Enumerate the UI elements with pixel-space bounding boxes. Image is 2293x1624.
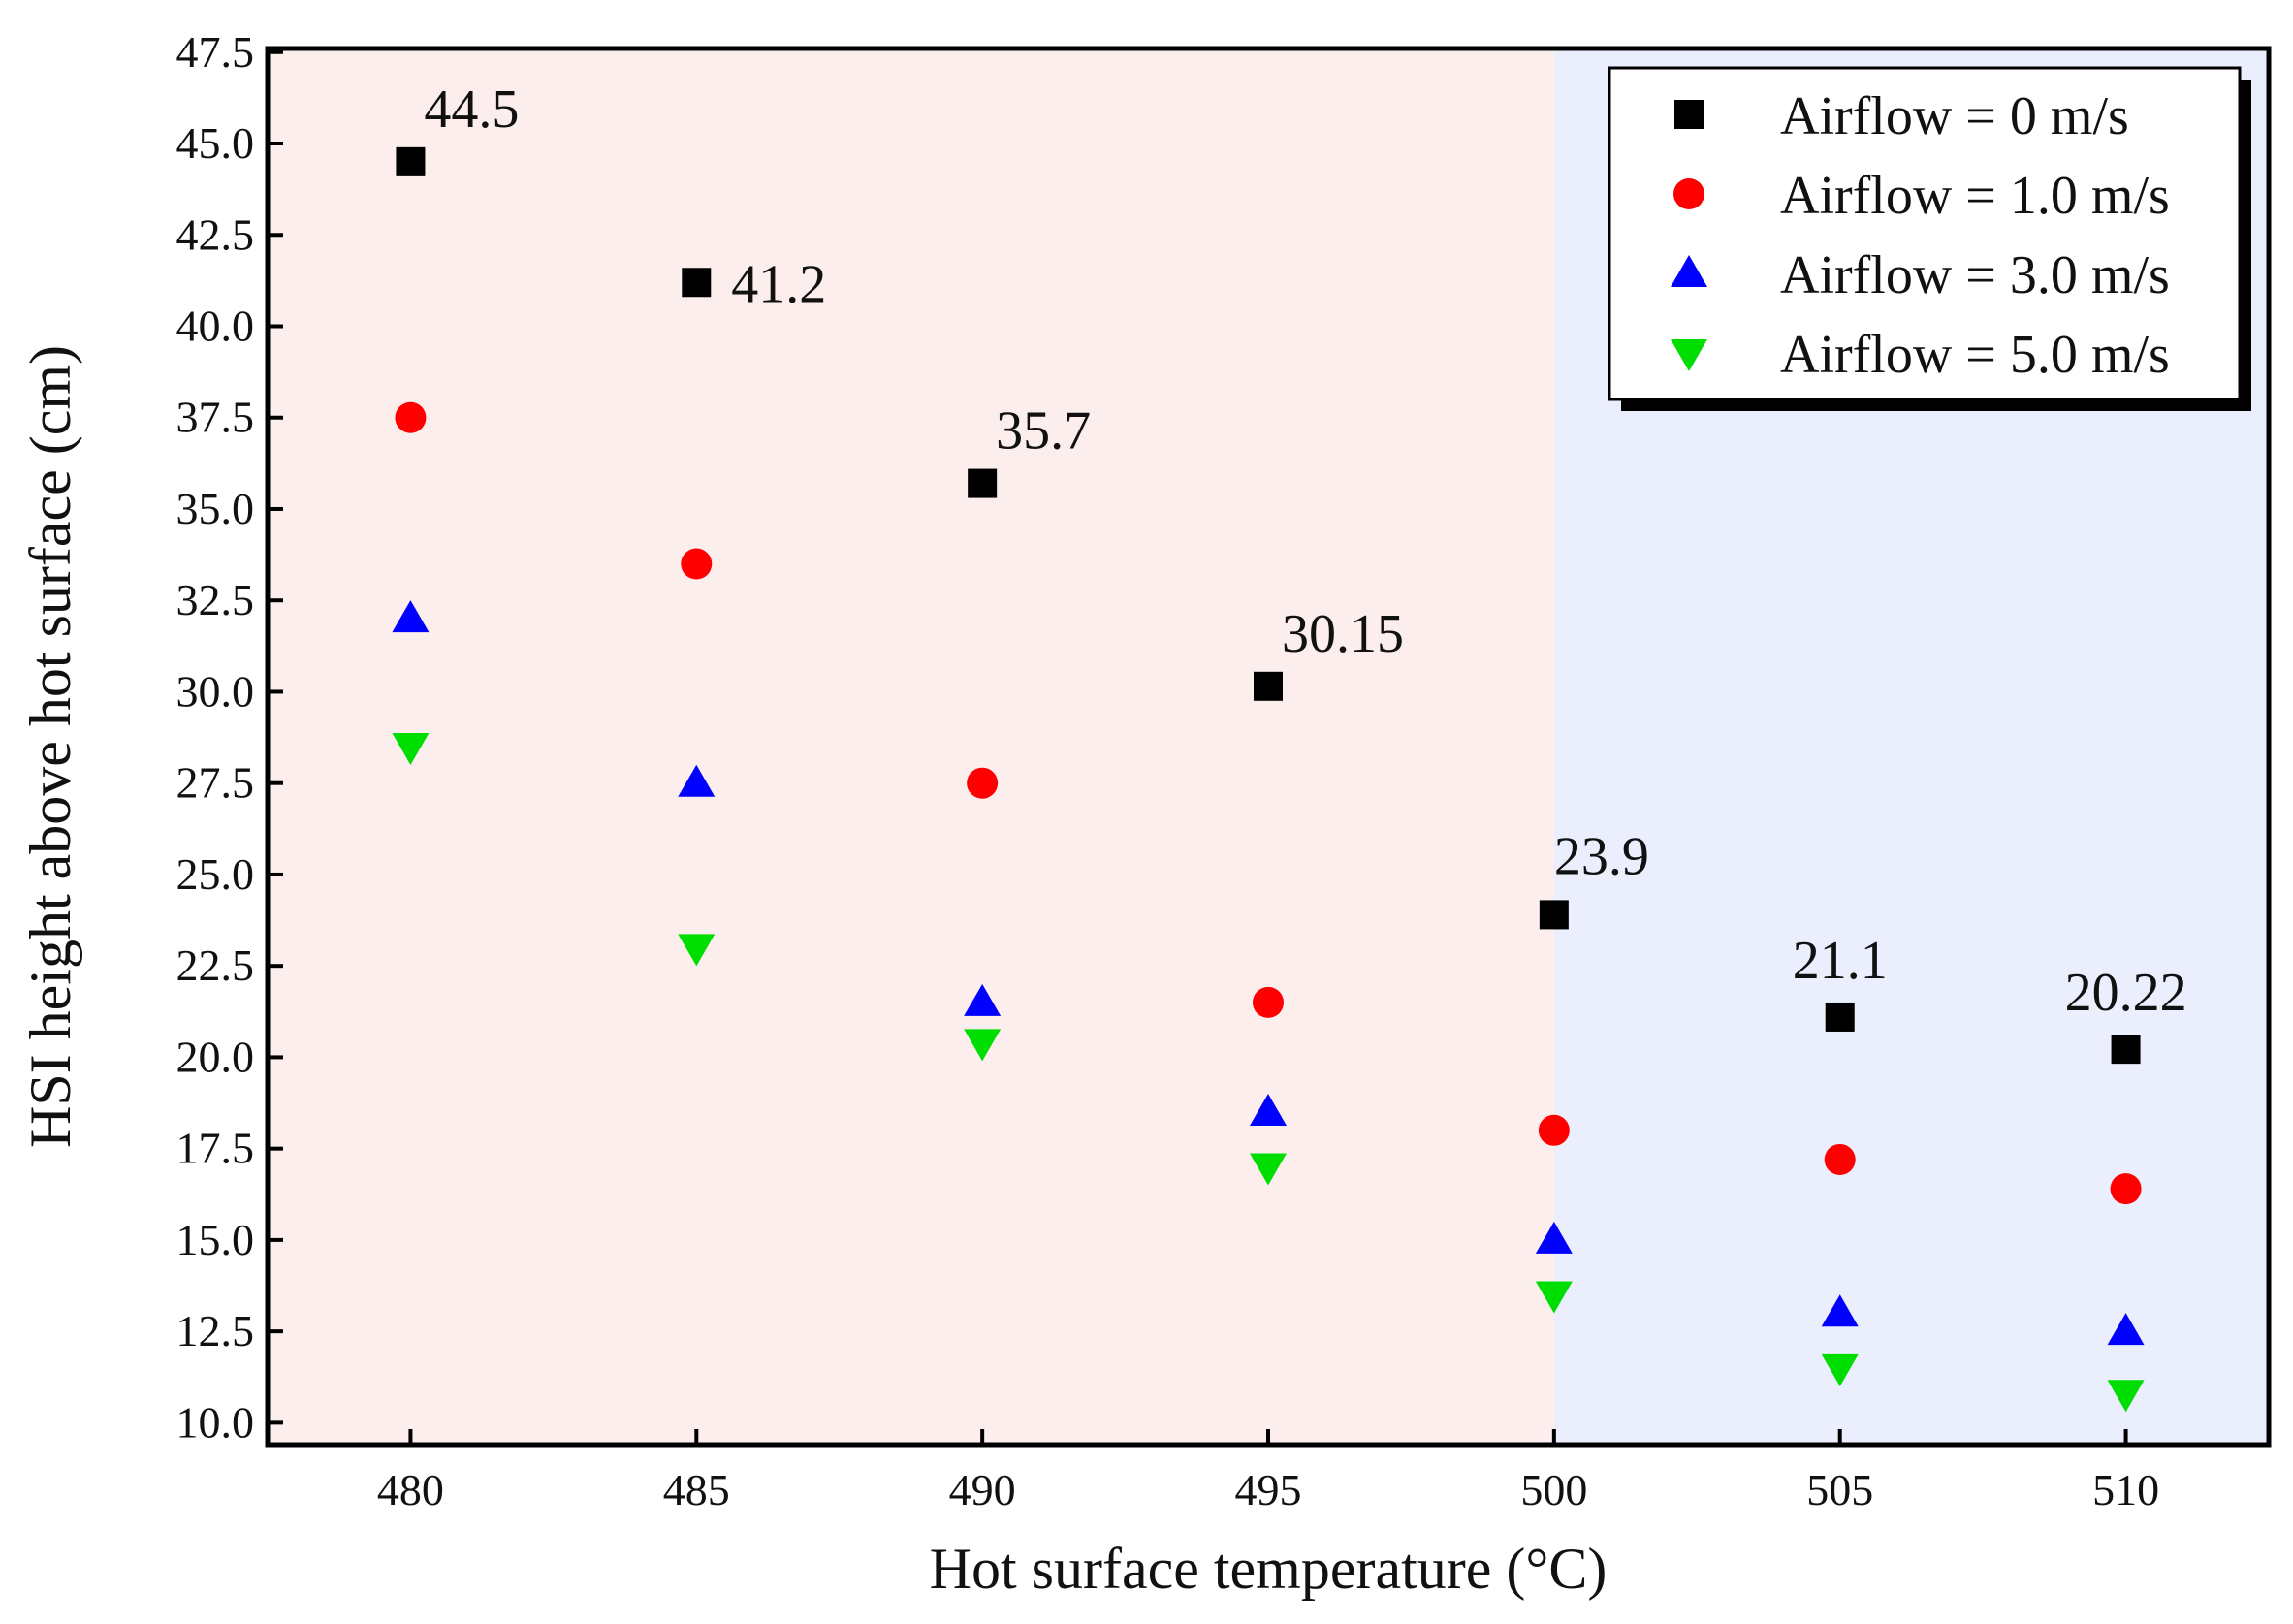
x-tick-label: 495	[1235, 1465, 1302, 1514]
data-labels: 44.5 41.2 35.7 30.15 23.9 21.1 20.22	[424, 80, 2186, 1023]
y-axis-title: HSI height above hot surface (cm)	[18, 345, 82, 1148]
data-point	[967, 767, 999, 799]
x-tick-label: 510	[2092, 1465, 2159, 1514]
data-label: 30.15	[1282, 604, 1404, 664]
y-tick-label: 17.5	[176, 1124, 255, 1173]
data-label: 21.1	[1793, 931, 1888, 991]
y-tick-label: 27.5	[176, 758, 255, 808]
data-label: 41.2	[731, 254, 826, 314]
data-label: 35.7	[996, 401, 1091, 462]
y-tick-label: 20.0	[176, 1032, 255, 1081]
x-tick-label: 505	[1806, 1465, 1873, 1514]
y-tick-label: 45.0	[176, 118, 255, 168]
y-tick-label: 12.5	[176, 1306, 255, 1355]
data-point	[1535, 1281, 1573, 1314]
legend-marker	[1673, 178, 1704, 209]
data-point	[1539, 900, 1569, 930]
data-point	[2107, 1380, 2145, 1413]
data-point	[1538, 1114, 1570, 1146]
plot-frame	[265, 46, 2272, 1448]
data-label: 44.5	[424, 80, 519, 140]
legend-label: Airflow = 3.0 m/s	[1780, 245, 2170, 305]
data-point	[395, 401, 427, 433]
data-point	[2107, 1313, 2145, 1346]
data-point	[1535, 1221, 1573, 1254]
data-point	[2110, 1173, 2142, 1205]
data-point	[2111, 1035, 2141, 1065]
data-point	[396, 146, 426, 176]
data-label: 20.22	[2065, 963, 2187, 1023]
legend-label: Airflow = 1.0 m/s	[1780, 166, 2170, 226]
data-point	[678, 764, 716, 797]
y-tick-label: 10.0	[176, 1397, 255, 1447]
y-tick-label: 40.0	[176, 301, 255, 350]
axis-ticks: 10.0 12.5 15.0 17.5 20.0 22.5 25.0 27.5 30.0 32.5…	[176, 27, 2160, 1514]
data-label: 23.9	[1554, 826, 1649, 886]
y-tick-label: 47.5	[176, 27, 255, 77]
data-points	[392, 146, 2145, 1413]
data-point	[1250, 1093, 1287, 1126]
data-point	[968, 468, 998, 498]
legend-label: Airflow = 5.0 m/s	[1780, 325, 2170, 385]
data-point	[1821, 1353, 1859, 1386]
background-region	[268, 48, 1554, 1445]
y-tick-label: 32.5	[176, 575, 255, 624]
y-tick-label: 22.5	[176, 940, 255, 990]
data-point	[678, 934, 716, 967]
x-tick-label: 490	[949, 1465, 1016, 1514]
data-point	[1824, 1143, 1856, 1175]
data-point	[1250, 1153, 1287, 1186]
data-point	[1825, 1002, 1855, 1032]
data-point	[392, 600, 430, 633]
data-point	[681, 548, 713, 580]
data-point	[964, 983, 1002, 1016]
legend: Airflow = 0 m/s Airflow = 1.0 m/s Airflow …	[1608, 66, 2251, 411]
y-tick-label: 35.0	[176, 484, 255, 533]
data-point	[1253, 986, 1284, 1018]
y-tick-label: 30.0	[176, 666, 255, 716]
data-point	[1821, 1294, 1859, 1327]
data-point	[964, 1029, 1002, 1062]
x-axis-title: Hot surface temperature (°C)	[930, 1537, 1608, 1601]
legend-marker	[1674, 100, 1704, 129]
data-point	[1254, 671, 1283, 701]
y-tick-label: 15.0	[176, 1215, 255, 1264]
x-tick-label: 500	[1520, 1465, 1587, 1514]
legend-marker	[1671, 255, 1707, 287]
legend-box	[1608, 66, 2242, 401]
y-tick-label: 25.0	[176, 849, 255, 899]
x-tick-label: 480	[377, 1465, 444, 1514]
y-tick-label: 37.5	[176, 393, 255, 442]
legend-marker	[1671, 339, 1707, 371]
data-point	[682, 268, 712, 298]
legend-label: Airflow = 0 m/s	[1780, 86, 2129, 146]
y-tick-label: 42.5	[176, 209, 255, 259]
data-point	[392, 733, 430, 765]
x-tick-label: 485	[663, 1465, 730, 1514]
